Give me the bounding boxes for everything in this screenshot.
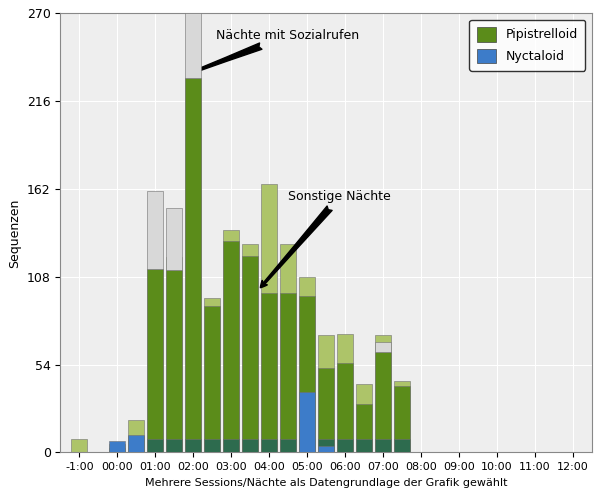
Bar xyxy=(318,368,334,452)
Bar xyxy=(71,439,88,452)
Bar xyxy=(185,13,201,78)
Bar xyxy=(109,441,125,452)
Bar xyxy=(242,255,258,452)
Bar xyxy=(204,439,220,452)
Bar xyxy=(318,335,334,452)
Bar xyxy=(337,363,353,452)
Bar xyxy=(166,257,182,452)
Bar xyxy=(148,269,163,452)
Bar xyxy=(166,270,182,452)
Y-axis label: Sequenzen: Sequenzen xyxy=(8,198,22,267)
Bar xyxy=(109,447,125,452)
Bar xyxy=(299,296,315,452)
Bar xyxy=(299,277,315,452)
Legend: Pipistrelloid, Nyctaloid: Pipistrelloid, Nyctaloid xyxy=(469,19,586,71)
Bar xyxy=(166,439,182,452)
Bar xyxy=(280,244,296,452)
Bar xyxy=(223,230,239,452)
Bar xyxy=(166,208,182,270)
Bar xyxy=(148,269,163,452)
Bar xyxy=(356,404,372,452)
Bar xyxy=(128,434,145,452)
Bar xyxy=(148,439,163,452)
Bar xyxy=(185,78,201,452)
Bar xyxy=(128,436,145,452)
X-axis label: Mehrere Sessions/Nächte als Datengrundlage der Grafik gewählt: Mehrere Sessions/Nächte als Datengrundla… xyxy=(145,478,508,488)
Bar xyxy=(337,439,353,452)
Bar xyxy=(394,439,410,452)
Bar xyxy=(394,381,410,452)
Bar xyxy=(242,244,258,452)
Bar xyxy=(261,439,277,452)
Bar xyxy=(375,352,391,452)
Bar xyxy=(261,293,277,452)
Bar xyxy=(148,190,163,269)
Bar xyxy=(185,78,201,452)
Bar xyxy=(318,446,334,452)
Text: Sonstige Nächte: Sonstige Nächte xyxy=(260,190,391,288)
Bar xyxy=(394,386,410,452)
Bar xyxy=(185,439,201,452)
Bar xyxy=(318,439,334,452)
Bar xyxy=(375,342,391,352)
Bar xyxy=(204,306,220,452)
Bar xyxy=(223,439,239,452)
Bar xyxy=(204,298,220,452)
Bar xyxy=(337,334,353,452)
Bar xyxy=(128,420,145,452)
Bar xyxy=(375,439,391,452)
Bar xyxy=(299,392,315,452)
Bar xyxy=(356,384,372,452)
Bar xyxy=(261,184,277,452)
Bar xyxy=(280,293,296,452)
Bar xyxy=(375,335,391,452)
Text: Nächte mit Sozialrufen: Nächte mit Sozialrufen xyxy=(188,29,359,75)
Bar xyxy=(223,241,239,452)
Bar xyxy=(280,439,296,452)
Bar xyxy=(109,444,125,452)
Bar xyxy=(299,439,315,452)
Bar xyxy=(356,439,372,452)
Bar xyxy=(242,439,258,452)
